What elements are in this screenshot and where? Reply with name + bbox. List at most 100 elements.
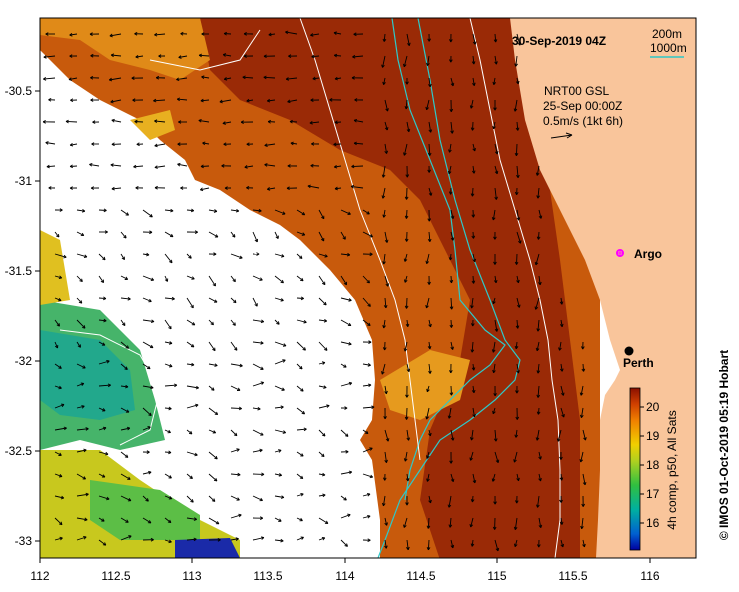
- current-vector-head: [243, 32, 247, 36]
- current-vector-head: [154, 32, 158, 37]
- current-vector-head: [146, 450, 150, 454]
- current-vector-head: [469, 523, 474, 528]
- current-vector-head: [154, 143, 158, 148]
- current-vector-head: [155, 75, 160, 80]
- current-vector-head: [257, 406, 261, 411]
- current-vector: [384, 539, 387, 549]
- current-vector-head: [471, 235, 476, 239]
- current-vector-head: [198, 118, 202, 123]
- current-vector: [142, 275, 154, 281]
- current-vector: [384, 275, 389, 287]
- current-vector: [582, 363, 585, 372]
- current-vector-head: [278, 518, 282, 522]
- current-vector-head: [309, 121, 313, 125]
- current-vector-head: [354, 98, 358, 102]
- x-tick-label: 112: [30, 569, 49, 583]
- current-vector-head: [150, 277, 155, 282]
- current-vector-head: [246, 142, 250, 147]
- current-vector-head: [345, 449, 349, 454]
- current-vector: [252, 363, 264, 370]
- current-vector-head: [514, 434, 519, 438]
- current-vector: [230, 407, 242, 410]
- current-vector-head: [48, 186, 52, 190]
- current-vector-head: [235, 208, 240, 213]
- current-vector-head: [146, 252, 150, 257]
- current-vector: [230, 253, 243, 259]
- current-vector: [318, 537, 325, 541]
- current-vector: [362, 429, 369, 434]
- current-vector: [318, 341, 328, 351]
- current-vector: [296, 297, 304, 299]
- current-vector-head: [150, 385, 154, 390]
- current-vector-head: [303, 319, 307, 324]
- current-vector: [274, 253, 285, 257]
- current-vector: [340, 495, 347, 501]
- current-vector-head: [560, 543, 565, 548]
- current-vector: [516, 231, 521, 244]
- current-vector: [120, 253, 125, 260]
- current-vector: [428, 231, 431, 242]
- current-vector: [120, 427, 130, 431]
- current-vector-head: [536, 195, 540, 199]
- current-vector-head: [450, 478, 455, 483]
- current-vector-head: [153, 98, 157, 103]
- current-vector: [472, 33, 476, 45]
- current-vector-head: [538, 215, 543, 219]
- current-vector: [312, 77, 320, 80]
- current-vector: [264, 143, 276, 146]
- current-vector-head: [558, 347, 562, 351]
- current-vector-head: [535, 347, 540, 352]
- current-vector-head: [559, 477, 564, 481]
- x-tick-label: 113.5: [253, 569, 282, 583]
- current-vector: [450, 297, 453, 310]
- current-vector-head: [514, 500, 519, 504]
- current-vector: [208, 429, 216, 434]
- current-vector-head: [448, 524, 453, 528]
- current-vector: [340, 209, 351, 215]
- current-vector-head: [561, 414, 565, 418]
- current-vector-head: [177, 142, 181, 146]
- current-vector-head: [310, 98, 314, 102]
- current-vector: [318, 494, 326, 497]
- current-vector-head: [238, 513, 242, 518]
- current-vector-head: [58, 298, 62, 302]
- current-vector-head: [58, 452, 62, 456]
- current-vector: [309, 121, 320, 124]
- current-vector-head: [381, 174, 386, 178]
- current-vector-head: [321, 536, 326, 541]
- current-vector-head: [260, 432, 264, 436]
- current-vector-head: [513, 459, 517, 463]
- current-vector: [296, 451, 304, 457]
- current-vector-head: [69, 32, 73, 37]
- current-vector-head: [124, 454, 129, 458]
- current-vector: [133, 165, 144, 168]
- current-vector: [428, 77, 431, 87]
- current-vector: [472, 77, 475, 86]
- current-vector-head: [492, 125, 496, 130]
- current-vector-head: [381, 371, 385, 375]
- colorbar-tick-label: 20: [646, 400, 660, 414]
- current-vector-head: [333, 142, 337, 147]
- current-vector-head: [515, 325, 520, 329]
- current-vector-head: [101, 518, 105, 522]
- current-vector-head: [366, 279, 370, 284]
- timestamp-label: 30-Sep-2019 04Z: [512, 34, 606, 48]
- current-vector-head: [404, 196, 409, 200]
- current-vector-head: [580, 346, 585, 350]
- current-vector-head: [81, 209, 86, 213]
- y-tick-label: -31.5: [5, 264, 33, 278]
- current-vector-head: [84, 517, 88, 522]
- current-vector-head: [126, 426, 131, 431]
- current-vector-head: [404, 106, 409, 110]
- current-vector-head: [101, 342, 106, 346]
- current-vector: [311, 55, 320, 58]
- current-vector: [198, 119, 210, 123]
- colorbar: [629, 387, 641, 551]
- current-vector: [164, 384, 177, 387]
- current-vector-head: [145, 498, 149, 502]
- current-vector-head: [167, 519, 172, 524]
- current-vector: [164, 473, 172, 479]
- current-vector: [164, 495, 172, 500]
- current-vector: [230, 209, 239, 212]
- current-vector: [333, 32, 342, 35]
